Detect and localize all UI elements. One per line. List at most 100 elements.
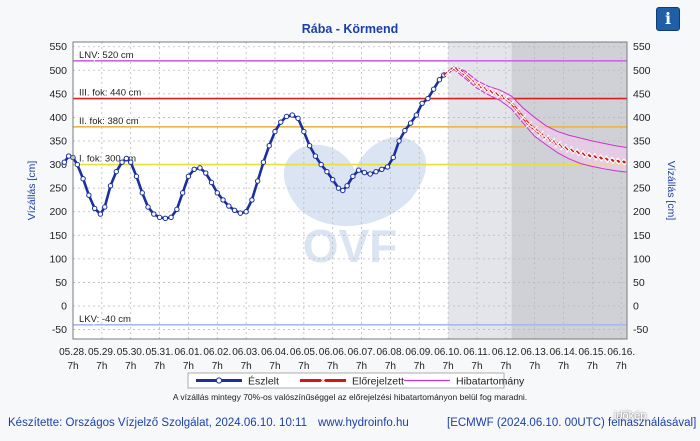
observed-point-37 (266, 143, 272, 149)
x-tick-date-10: 06.07. (348, 347, 376, 358)
observed-point-59 (390, 154, 396, 161)
x-tick-hour-18: 7h (587, 361, 598, 372)
x-tick-date-17: 06.14. (550, 347, 578, 358)
forecast-point-1 (444, 69, 452, 77)
observed-point-1 (65, 153, 72, 159)
forecast-point-15 (525, 121, 533, 128)
footer-author: Készítette: Országos Vízjelző Szolgálat,… (8, 417, 307, 429)
observed-point-17 (151, 211, 157, 217)
observed-point-21 (174, 206, 180, 213)
error-band-fill (443, 66, 627, 173)
observed-point-5 (86, 192, 92, 198)
observed-point-64 (419, 100, 425, 106)
y-tick-left-12: 550 (49, 41, 67, 53)
x-tick-hour-17: 7h (558, 361, 569, 372)
x-tick-hour-10: 7h (356, 361, 367, 372)
observed-point-25 (197, 165, 203, 171)
y-tick-right-10: 450 (633, 88, 651, 100)
observed-point-42 (295, 115, 301, 122)
chart-title: Rába - Körmend (302, 22, 399, 36)
observed-point-19 (162, 215, 169, 222)
y-tick-right-5: 200 (633, 206, 651, 218)
observed-point-16 (145, 204, 151, 210)
x-tick-date-11: 06.08. (376, 347, 404, 358)
observed-point-44 (306, 143, 313, 149)
forecast-point-28 (600, 155, 608, 162)
y-tick-left-2: 50 (55, 277, 67, 289)
observed-point-60 (396, 138, 402, 144)
footer-site-link[interactable]: www.hydroinfo.hu (318, 417, 409, 429)
legend: Észlelt Előrejelzett Hibatartomány (187, 372, 525, 389)
x-tick-hour-5: 7h (212, 361, 223, 372)
x-tick-date-1: 05.29. (88, 347, 116, 358)
observed-point-47 (324, 168, 330, 175)
legend-label-0: Észlelt (248, 375, 279, 388)
x-tick-date-9: 06.06. (319, 347, 347, 358)
y-tick-left-1: 0 (61, 301, 67, 313)
observed-point-34 (249, 197, 255, 203)
forecast-point-4 (461, 71, 469, 79)
observed-point-20 (168, 214, 174, 221)
legend-marker-0 (215, 377, 223, 384)
observed-point-53 (355, 167, 362, 173)
x-tick-date-19: 06.16. (607, 347, 635, 358)
observed-point-24 (191, 166, 197, 172)
x-tick-hour-4: 7h (183, 361, 194, 372)
observed-point-49 (335, 185, 342, 191)
x-tick-date-0: 05.28. (59, 347, 87, 358)
observed-point-32 (237, 210, 244, 216)
threshold-label-2: II. fok: 380 cm (79, 116, 139, 127)
forecast-point-8 (485, 87, 492, 94)
watermark: időkép (614, 410, 647, 422)
forecast-point-10 (496, 91, 504, 99)
y-tick-right-2: 50 (633, 277, 645, 289)
x-tick-date-2: 05.30. (117, 347, 145, 358)
observed-point-38 (272, 128, 278, 135)
observed-point-63 (413, 112, 420, 118)
y-axis-label-left: Vízállás [cm] (26, 161, 38, 221)
y-tick-right-9: 400 (633, 112, 651, 124)
forecast-point-9 (490, 89, 498, 97)
forecast-point-12 (508, 99, 516, 107)
observed-point-66 (430, 86, 437, 92)
y-tick-left-4: 150 (49, 230, 67, 242)
forecast-point-5 (467, 77, 475, 85)
observed-point-51 (344, 183, 350, 189)
observed-point-26 (203, 170, 209, 176)
forecast-region-1 (511, 42, 627, 339)
forecast-point-29 (606, 156, 614, 164)
x-tick-hour-6: 7h (241, 361, 252, 372)
y-axis-label-right: Vízállás [cm] (665, 161, 677, 221)
observed-point-30 (226, 203, 232, 209)
observed-point-52 (350, 173, 356, 180)
observed-point-0 (61, 159, 68, 165)
y-tick-right-4: 150 (633, 230, 651, 242)
forecast-point-24 (577, 149, 585, 157)
y-tick-right-12: 550 (633, 41, 651, 53)
legend-label-1: Előrejelzett (352, 376, 404, 388)
observed-point-54 (361, 169, 368, 176)
observed-point-43 (301, 128, 307, 135)
observed-point-35 (254, 178, 261, 184)
x-tick-date-6: 06.03. (232, 347, 260, 358)
x-tick-date-14: 06.11. (463, 347, 490, 358)
observed-point-8 (102, 204, 108, 210)
observed-point-15 (139, 190, 145, 196)
forecast-point-23 (571, 147, 579, 155)
info-icon[interactable]: i (656, 7, 680, 31)
observed-point-41 (289, 112, 295, 118)
y-tick-left-8: 350 (49, 136, 67, 148)
y-tick-right-11: 500 (633, 65, 651, 77)
x-tick-hour-2: 7h (125, 361, 136, 372)
x-tick-date-15: 06.12. (492, 347, 520, 358)
logo-text: OVF (303, 220, 398, 272)
plot-border (72, 41, 628, 340)
observed-point-3 (74, 161, 81, 168)
forecast-point-13 (513, 106, 521, 114)
y-tick-right-6: 250 (633, 183, 651, 195)
observed-point-61 (402, 127, 408, 134)
x-tick-hour-13: 7h (443, 361, 454, 372)
y-tick-right-7: 300 (633, 159, 651, 171)
